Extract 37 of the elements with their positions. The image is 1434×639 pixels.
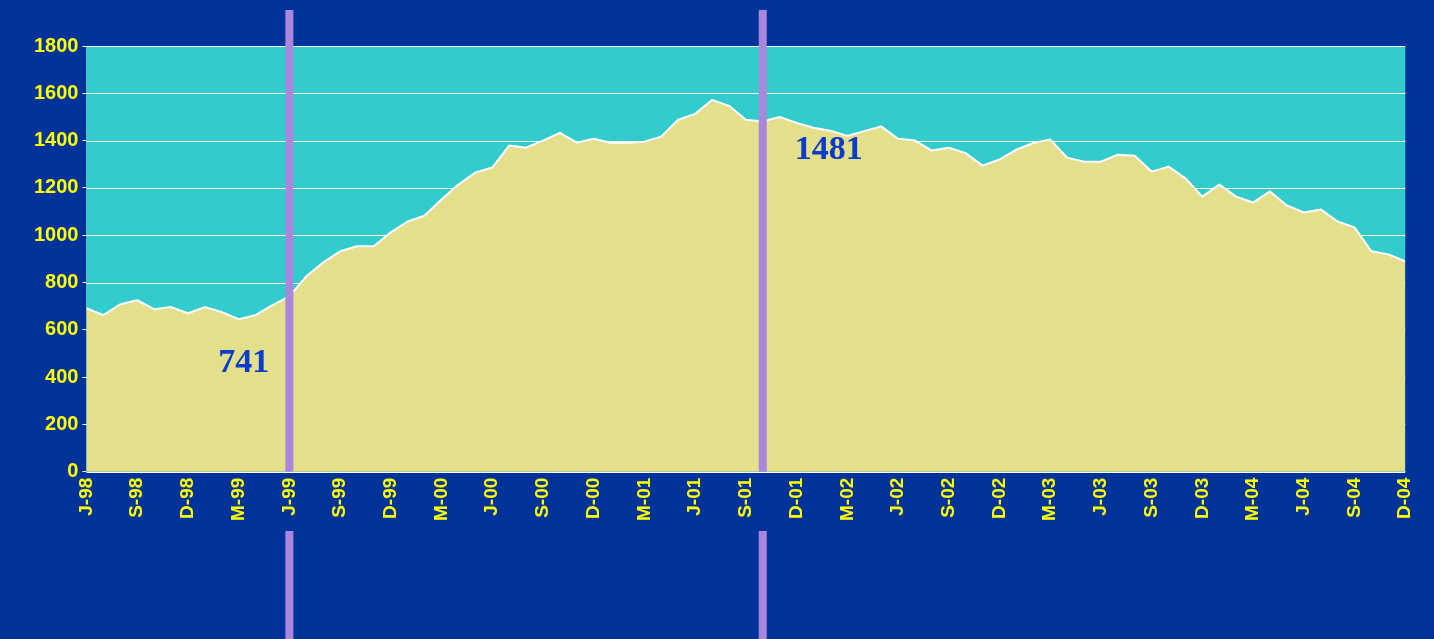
x-tick-label: D-01 [784,477,806,519]
x-tick-label: D-04 [1393,477,1415,519]
y-tick-label: 400 [45,364,79,387]
y-tick-label: 200 [45,411,79,434]
x-tick-label: J-02 [886,477,908,516]
x-tick-label: S-01 [734,477,756,518]
x-tick-label: S-99 [328,477,350,518]
y-tick-label: 1600 [33,80,79,103]
x-tick-label: S-98 [125,477,147,518]
x-tick-label: M-01 [632,477,654,522]
x-tick-label: D-03 [1190,477,1212,519]
x-tick-label: M-03 [1038,477,1060,522]
x-tick-label: S-00 [531,477,553,518]
x-tick-label: D-02 [987,477,1009,519]
annotation: 1481 [794,129,863,167]
x-tick-label: M-99 [226,477,248,522]
y-tick-label: 1200 [33,175,79,198]
x-tick-label: S-02 [936,477,958,518]
y-tick-label: 1800 [33,33,79,56]
y-tick-label: 1400 [33,128,79,151]
x-tick-label: J-04 [1292,477,1313,516]
y-tick-label: 600 [45,317,79,340]
x-tick-label: J-03 [1089,477,1111,516]
x-tick-label: M-02 [835,477,857,522]
x-tick-label: J-01 [683,477,705,516]
x-tick-label: D-98 [176,477,198,519]
x-tick-label: S-04 [1342,477,1364,518]
x-tick-label: S-03 [1139,477,1161,518]
x-tick-label: J-00 [480,477,502,516]
y-tick-label: 1000 [33,222,79,245]
y-tick-label: 800 [45,270,79,293]
x-tick-label: M-04 [1241,477,1263,522]
annotation: 741 [218,342,270,380]
x-tick-label: M-00 [429,477,451,522]
x-tick-label: D-00 [581,477,603,519]
x-tick-label: D-99 [379,477,401,519]
x-tick-label: J-99 [277,477,299,516]
